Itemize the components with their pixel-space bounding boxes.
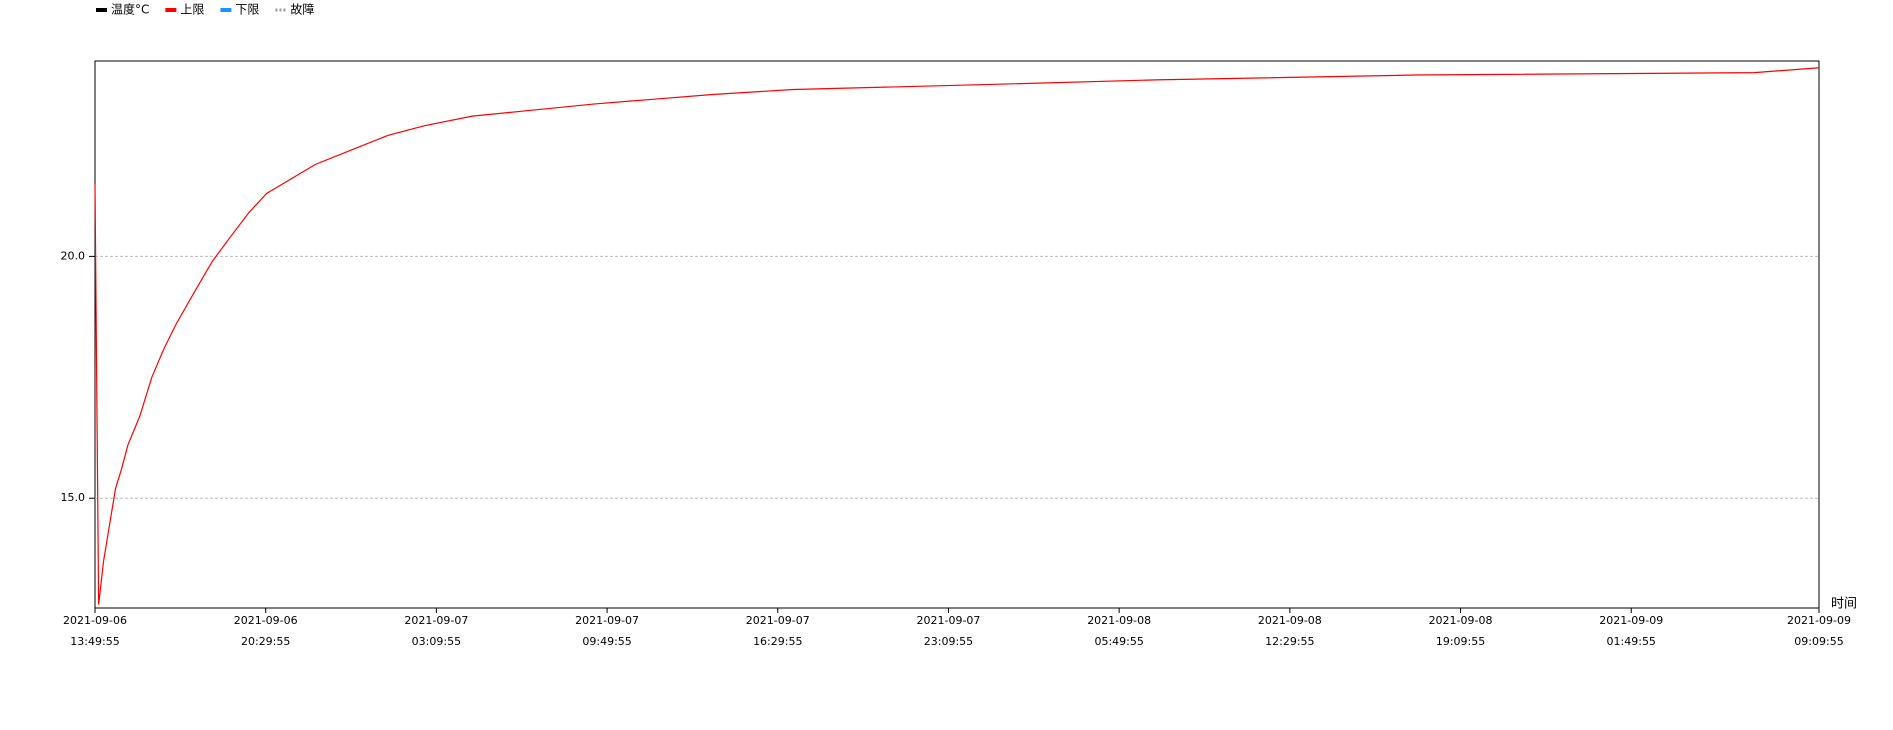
x-tick-label: 2021-09-07 09:49:55 [575,614,639,648]
x-tick-label: 2021-09-06 13:49:55 [63,614,127,648]
x-tick-label: 2021-09-08 19:09:55 [1429,614,1493,648]
legend-label: 故障 [290,2,314,17]
x-axis-label: 时间 [1831,597,1857,612]
x-tick-label: 2021-09-07 23:09:55 [916,614,980,648]
legend-label: 上限 [180,3,204,17]
x-tick-label: 2021-09-07 03:09:55 [404,614,468,648]
plot-frame [94,60,1820,609]
x-tick-label: 2021-09-09 01:49:55 [1599,614,1663,648]
x-tick-label: 2021-09-08 12:29:55 [1258,614,1322,648]
legend-label: 温度°C [111,2,149,17]
data-line [94,67,1820,605]
x-tick-label: 2021-09-07 16:29:55 [746,614,810,648]
y-tick-label: 20.0 [61,249,86,262]
legend-swatch [96,8,107,12]
legend-swatch [220,8,232,12]
x-tick-label: 2021-09-09 09:09:55 [1787,614,1851,648]
x-tick-label: 2021-09-06 20:29:55 [234,614,298,648]
legend-label: 下限 [235,3,259,17]
x-tick-label: 2021-09-08 05:49:55 [1087,614,1151,648]
y-tick-label: 15.0 [61,491,86,504]
legend-swatch [165,8,177,12]
